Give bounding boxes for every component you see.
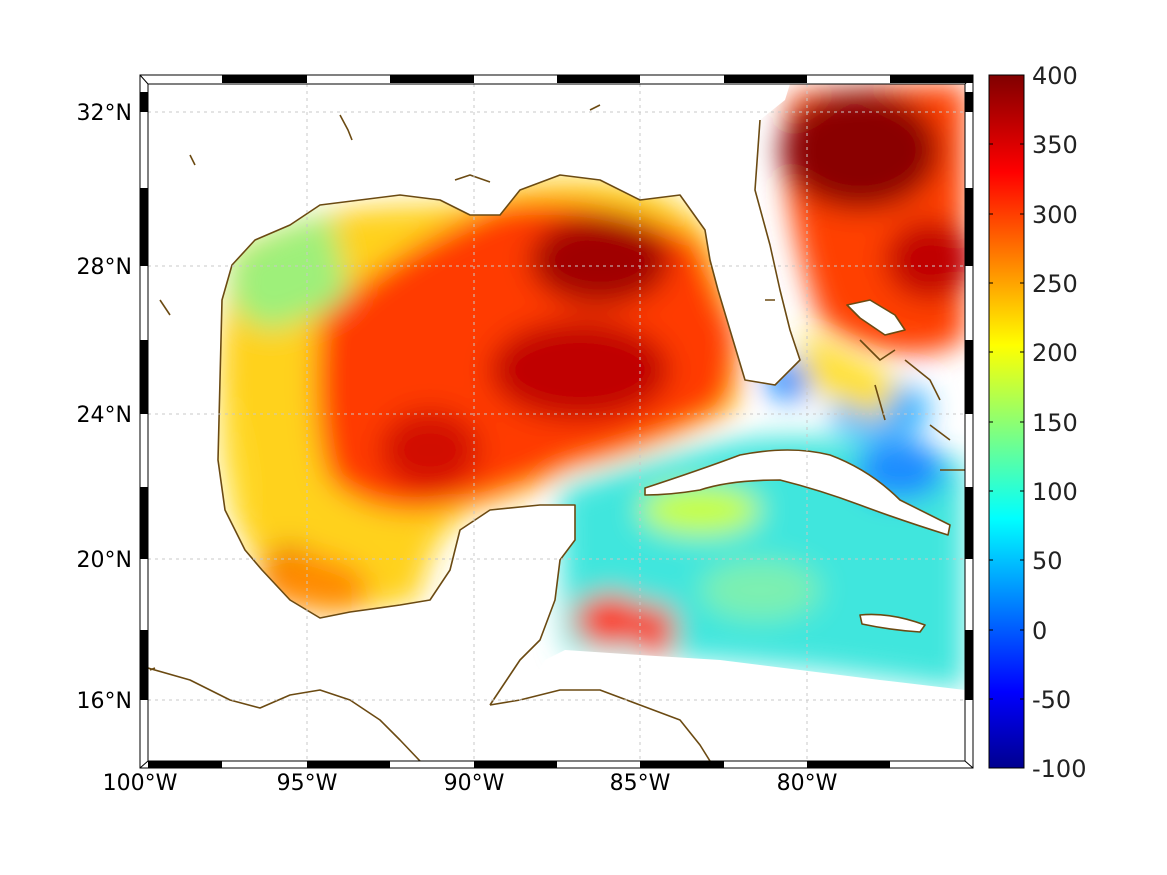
gulf-coastline (217, 119, 801, 706)
lon-tick-label: 80°W (777, 771, 838, 796)
lon-tick-label: 90°W (444, 771, 505, 796)
colorbar-tick-label: -100 (1032, 755, 1086, 783)
bahamas-coastline (846, 299, 906, 336)
map-frame (139, 74, 974, 769)
colorbar-tick-label: 150 (1032, 409, 1078, 437)
longitude-labels: 100°W 95°W 90°W 85°W 80°W (103, 771, 838, 796)
colorbar-tick-label: 200 (1032, 339, 1078, 367)
colorbar-tick-label: 350 (1032, 131, 1078, 159)
jamaica-coastline (859, 613, 926, 633)
lon-tick-label: 95°W (277, 771, 338, 796)
latitude-labels: 32°N 28°N 24°N 20°N 16°N (77, 101, 132, 714)
lat-tick-label: 32°N (77, 101, 132, 126)
colorbar-tick-label: 250 (1032, 270, 1078, 298)
lat-tick-label: 20°N (77, 548, 132, 573)
lon-tick-label: 100°W (103, 771, 178, 796)
colorbar-tick-label: 0 (1032, 617, 1047, 645)
lon-tick-label: 85°W (610, 771, 671, 796)
cuba-coastline (644, 449, 951, 536)
colorbar-tick-label: 100 (1032, 478, 1078, 506)
colorbar-tick-label: 50 (1032, 547, 1063, 575)
lat-tick-label: 28°N (77, 255, 132, 280)
colorbar-tick-label: 400 (1032, 62, 1078, 90)
lat-tick-label: 24°N (77, 403, 132, 428)
colorbar-tick-label: -50 (1032, 686, 1071, 714)
graticule (148, 84, 965, 761)
central-america-coastline (148, 667, 421, 761)
lat-tick-label: 16°N (77, 689, 132, 714)
colorbar: 400 350 300 250 200 150 100 50 0 -50 -10… (988, 62, 1086, 783)
coastlines (148, 104, 965, 761)
colorbar-gradient (988, 74, 1025, 769)
colorbar-tick-label: 300 (1032, 201, 1078, 229)
